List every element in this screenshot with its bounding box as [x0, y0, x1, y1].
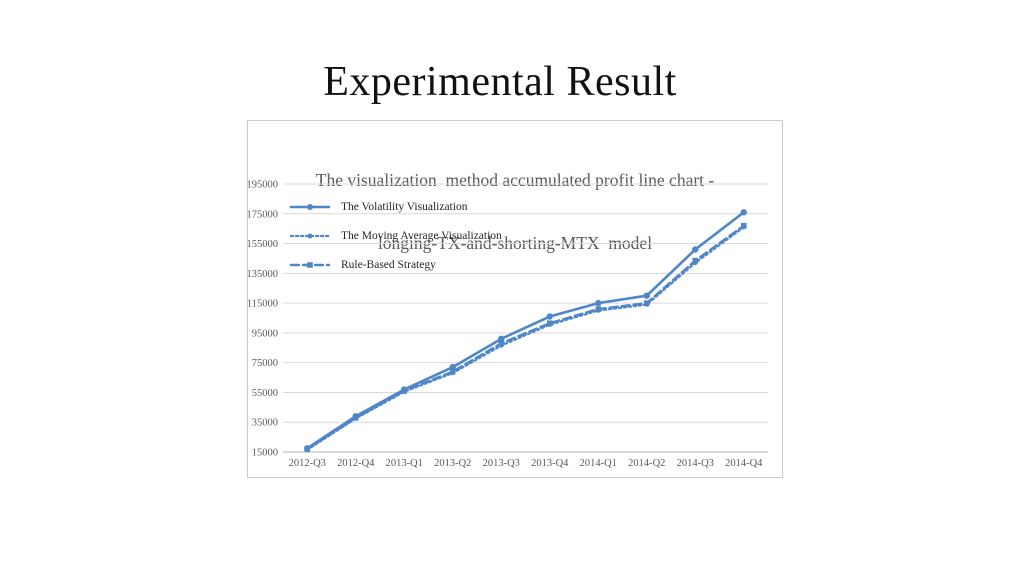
data-point-marker: [304, 446, 311, 452]
chart-title: The visualization method accumulated pro…: [248, 128, 782, 296]
y-tick-label: 115000: [248, 299, 278, 310]
data-point-marker: [449, 368, 456, 375]
legend-line-sample: [290, 233, 330, 238]
x-tick-label: 2012-Q4: [337, 458, 375, 469]
legend-line-sample: [290, 203, 330, 210]
y-tick-label: 135000: [248, 269, 278, 280]
legend-label: Rule-Based Strategy: [341, 258, 436, 271]
data-point-marker: [352, 414, 359, 421]
x-tick-label: 2014-Q2: [628, 458, 665, 469]
data-point-marker: [498, 335, 505, 343]
series-line: [306, 224, 745, 451]
data-point-marker: [692, 257, 699, 264]
data-point-marker: [595, 299, 602, 307]
plot-area: 195000 175000 155000 135000 115000 95000 75000…: [248, 180, 768, 469]
legend-item: The Moving Average Visualization: [290, 221, 502, 250]
chart-legend: The Volatility Visualization The Moving A…: [290, 192, 502, 279]
legend-line-sample: [290, 261, 330, 268]
data-point-marker: [740, 209, 747, 216]
data-point-marker: [692, 246, 699, 253]
slide-title: Experimental Result: [323, 59, 677, 105]
y-tick-label: 155000: [248, 239, 278, 250]
y-tick-label: 35000: [252, 418, 278, 429]
x-tick-label: 2012-Q3: [289, 458, 326, 469]
x-tick-label: 2013-Q1: [386, 458, 423, 469]
y-tick-label: 95000: [252, 328, 278, 339]
data-point-marker: [449, 363, 456, 371]
legend-label: The Moving Average Visualization: [341, 229, 502, 242]
data-point-marker: [595, 306, 602, 312]
x-tick-label: 2013-Q2: [434, 458, 471, 469]
y-tick-label: 15000: [252, 448, 278, 459]
chart-title-line-2: longing-TX-and-shorting-MTX model: [377, 233, 653, 253]
x-tick-label: 2013-Q3: [483, 458, 520, 469]
data-point-marker: [643, 300, 650, 306]
legend-label: The Volatility Visualization: [341, 200, 468, 213]
data-point-marker: [401, 388, 408, 394]
x-tick-label: 2013-Q4: [531, 458, 569, 469]
legend-item: Rule-Based Strategy: [290, 250, 502, 279]
series-line: [305, 210, 746, 450]
profit-line-chart-panel: The visualization method accumulated pro…: [247, 120, 783, 478]
y-tick-label: 195000: [248, 180, 278, 191]
data-point-marker: [740, 222, 747, 229]
y-tick-label: 75000: [252, 358, 278, 369]
data-point-marker: [643, 292, 650, 299]
data-point-marker: [546, 313, 553, 320]
x-tick-label: 2014-Q3: [677, 458, 714, 469]
y-tick-label: 55000: [252, 388, 278, 399]
legend-item: The Volatility Visualization: [290, 192, 502, 221]
chart-title-line-1: The visualization method accumulated pro…: [315, 170, 715, 190]
x-tick-label: 2014-Q4: [725, 458, 763, 469]
data-point-marker: [498, 340, 505, 347]
y-tick-label: 175000: [248, 209, 278, 220]
x-tick-label: 2014-Q1: [580, 458, 617, 469]
data-point-marker: [546, 320, 553, 327]
